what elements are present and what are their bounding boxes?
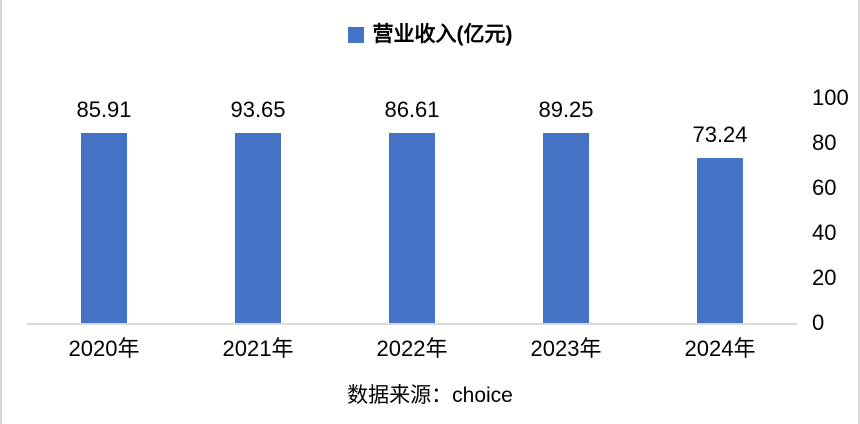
legend-square-icon: [347, 26, 364, 43]
x-axis-label: 2020年: [68, 336, 140, 361]
bar-group: 89.25: [489, 97, 643, 323]
bar-group: 73.24: [643, 98, 797, 323]
bar-value-label: 89.25: [538, 97, 594, 122]
bar: [235, 133, 281, 323]
bar-value-label: 85.91: [76, 97, 132, 122]
y-axis-tick-label: 20: [812, 265, 837, 290]
legend-label: 营业收入(亿元): [372, 23, 513, 46]
y-axis-tick-label: 60: [812, 175, 837, 200]
bar-value-label: 73.24: [692, 122, 748, 148]
x-axis-label: 2021年: [222, 336, 294, 361]
y-axis-tick-label: 40: [812, 220, 837, 245]
bar-value-label: 93.65: [230, 97, 286, 122]
bar: [697, 158, 743, 323]
x-axis-label: 2023年: [530, 336, 602, 361]
bar: [389, 133, 435, 323]
y-axis: 0 20 40 60 80 100: [812, 87, 858, 334]
bar-group: 85.91: [27, 97, 181, 323]
y-axis-tick-label: 0: [812, 310, 825, 335]
y-axis-tick-label: 100: [812, 85, 849, 110]
bar-group: 86.61: [335, 97, 489, 323]
bar-value-label: 86.61: [384, 97, 440, 122]
chart-legend: 营业收入(亿元): [2, 24, 858, 45]
x-axis-labels: 2020年 2021年 2022年 2023年 2024年: [27, 336, 797, 362]
y-axis-tick-label: 80: [812, 130, 837, 155]
x-axis-label: 2024年: [684, 336, 756, 361]
x-axis-label: 2022年: [376, 336, 448, 361]
plot-area: 85.91 93.65 86.61 89.25 73.24: [27, 97, 797, 325]
bar: [543, 133, 589, 323]
bar: [81, 133, 127, 323]
source-note: 数据来源：choice: [347, 384, 513, 407]
bar-group: 93.65: [181, 97, 335, 323]
